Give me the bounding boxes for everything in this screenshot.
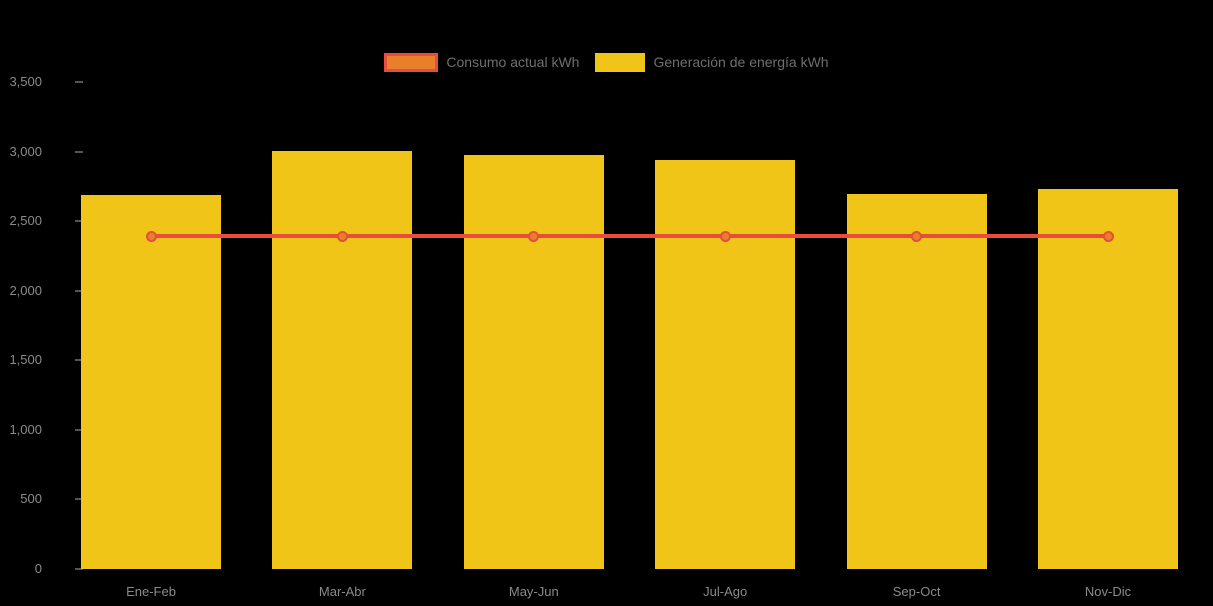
- y-axis-tick-label: 500: [20, 491, 42, 507]
- line-point-sep-oct[interactable]: [911, 230, 923, 242]
- legend-swatch-line-icon: [384, 52, 439, 72]
- y-axis-tick-label: 3,500: [9, 74, 42, 89]
- y-axis-tick-mark: [75, 568, 83, 570]
- x-axis-label-nov-dic: Nov-Dic: [1084, 584, 1132, 599]
- bar-mar-abr[interactable]: [272, 150, 413, 569]
- x-axis-label-ene-feb: Ene-Feb: [126, 584, 176, 599]
- line-point-nov-dic[interactable]: [1102, 230, 1114, 242]
- y-axis-tick-mark: [75, 81, 83, 83]
- bar-jul-ago[interactable]: [655, 159, 796, 569]
- chart-legend: Consumo actual kWh Generación de energía…: [0, 51, 1213, 73]
- y-axis-tick-label: 2,000: [9, 282, 42, 298]
- y-axis-tick-mark: [75, 498, 83, 501]
- x-axis-label-mar-abr: Mar-Abr: [318, 584, 366, 599]
- bar-sep-oct[interactable]: [846, 194, 987, 569]
- y-axis-tick-mark: [75, 150, 83, 153]
- line-point-may-jun[interactable]: [528, 230, 540, 242]
- line-point-ene-feb[interactable]: [145, 230, 157, 242]
- legend-item-generacion-energia[interactable]: Generación de energía kWh: [595, 52, 829, 72]
- y-axis-tick-label: 0: [34, 561, 42, 576]
- y-axis-tick-label: 1,000: [9, 421, 42, 437]
- y-axis-tick-mark: [75, 359, 83, 362]
- legend-swatch-bar-icon: [595, 52, 646, 72]
- y-axis-tick-mark: [75, 289, 83, 292]
- legend-item-consumo-actual[interactable]: Consumo actual kWh: [384, 52, 579, 72]
- y-axis-tick-mark: [75, 220, 83, 223]
- y-axis-tick-label: 2,500: [9, 213, 42, 229]
- bar-nov-dic[interactable]: [1038, 189, 1178, 569]
- bar-ene-feb[interactable]: [81, 194, 221, 569]
- line-point-jul-ago[interactable]: [719, 230, 731, 242]
- legend-label-consumo-actual: Consumo actual kWh: [446, 54, 580, 70]
- y-axis-tick-label: 3,000: [9, 143, 42, 159]
- y-axis-tick-mark: [75, 428, 83, 431]
- y-axis-tick-label: 1,500: [9, 352, 42, 368]
- x-axis-label-sep-oct: Sep-Oct: [892, 584, 941, 599]
- bar-may-jun[interactable]: [463, 155, 604, 569]
- consumption-line: [151, 234, 1108, 239]
- x-axis-label-jul-ago: Jul-Ago: [703, 584, 748, 599]
- legend-label-generacion-energia: Generación de energía kWh: [653, 54, 829, 70]
- line-point-mar-abr[interactable]: [336, 230, 348, 242]
- x-axis-label-may-jun: May-Jun: [508, 584, 559, 599]
